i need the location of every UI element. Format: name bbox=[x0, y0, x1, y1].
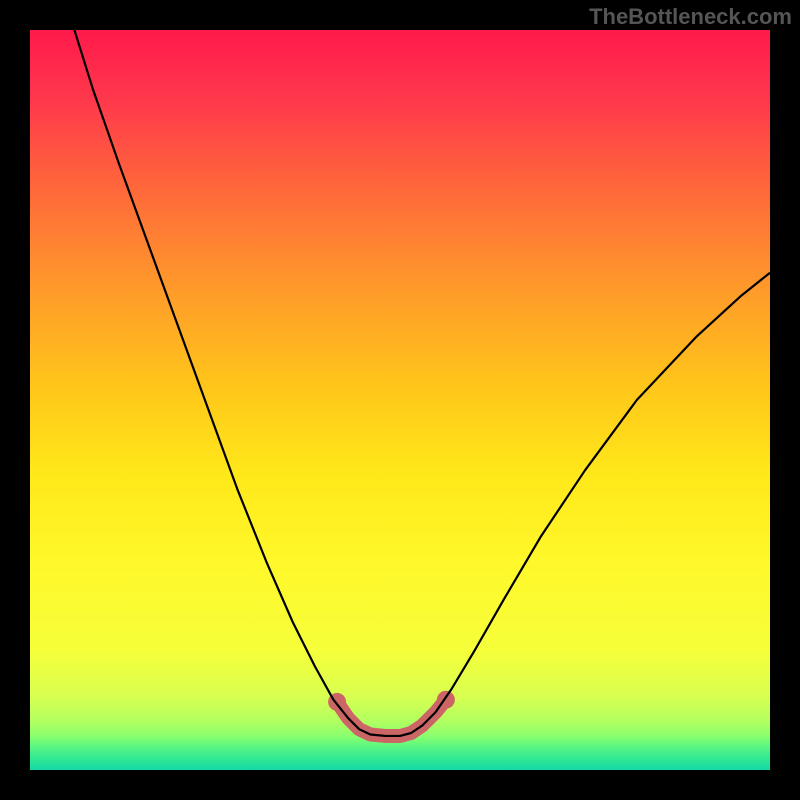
border-bottom bbox=[0, 770, 800, 800]
plot-area bbox=[30, 30, 770, 770]
chart-frame: TheBottleneck.com bbox=[0, 0, 800, 800]
border-left bbox=[0, 0, 30, 800]
border-right bbox=[770, 0, 800, 800]
watermark-text: TheBottleneck.com bbox=[589, 4, 792, 30]
